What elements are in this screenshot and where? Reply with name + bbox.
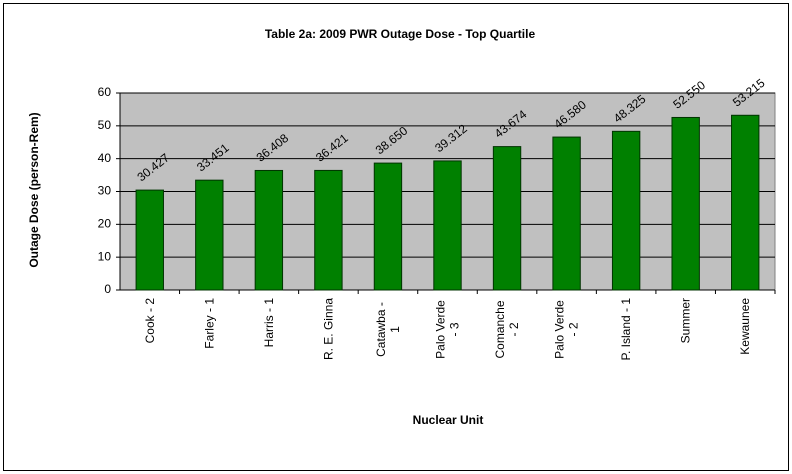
x-tick-label: Cook - 2 [142, 298, 157, 344]
x-tick-label-box: Summer [666, 298, 706, 361]
x-tick-label-group: Palo Verde - 3 [428, 298, 468, 361]
x-tick-label-group: P. Island - 1 [606, 298, 646, 361]
x-tick-label-group: R. E. Ginna [308, 298, 348, 361]
bar [611, 130, 641, 291]
x-tick-label: Palo Verde - 3 [433, 300, 462, 359]
x-tick-label: Summer [678, 298, 693, 344]
x-tick-label-wrap: Farley - 1 [189, 298, 229, 361]
x-tick-label-wrap: Kewaunee [725, 298, 765, 361]
y-tick-label: 20 [98, 217, 112, 231]
x-tick-label: Comanche - 2 [493, 300, 522, 359]
x-tick-label-box: P. Island - 1 [606, 298, 646, 361]
y-axis-title: Outage Dose (person-Rem) [27, 112, 41, 267]
x-tick-label-box: Farley - 1 [189, 298, 229, 361]
x-axis-title: Nuclear Unit [413, 413, 484, 427]
x-tick-label-group: Comanche - 2 [487, 298, 527, 361]
x-tick-label: Farley - 1 [202, 298, 217, 349]
y-tick-label: 10 [98, 249, 112, 263]
x-tick-label-wrap: R. E. Ginna [308, 298, 348, 361]
x-tick-label: Palo Verde - 2 [552, 300, 581, 359]
bar [314, 169, 343, 291]
chart-title: Table 2a: 2009 PWR Outage Dose - Top Qua… [265, 27, 536, 41]
x-tick-label-wrap: Harris - 1 [249, 298, 289, 361]
x-tick-label-wrap: Catawba - 1 [368, 298, 408, 361]
x-tick-label: Harris - 1 [261, 298, 276, 348]
x-tick-label-box: Palo Verde - 3 [428, 298, 468, 361]
bar [492, 146, 522, 291]
y-tick-label: 30 [98, 184, 112, 198]
y-tick-label: 40 [98, 151, 112, 165]
x-tick-label: Catawba - 1 [373, 302, 402, 357]
x-tick-label-group: Kewaunee [725, 298, 765, 361]
bar [433, 160, 462, 291]
bar [373, 162, 403, 291]
bar [671, 116, 700, 291]
x-tick-label-group: Harris - 1 [249, 298, 289, 361]
x-tick-label-group: Summer [666, 298, 706, 361]
x-tick-label-wrap: Cook - 2 [130, 298, 170, 361]
bar [254, 169, 284, 291]
x-tick-label-box: Kewaunee [725, 298, 765, 361]
x-tick-label: P. Island - 1 [619, 298, 634, 361]
x-tick-label-box: R. E. Ginna [308, 298, 348, 361]
y-tick-label: 60 [98, 85, 112, 99]
x-tick-label-wrap: P. Island - 1 [606, 298, 646, 361]
bar [731, 114, 760, 291]
x-tick-label-box: Comanche - 2 [487, 298, 527, 361]
x-tick-label-wrap: Palo Verde - 3 [428, 298, 468, 361]
x-tick-label-wrap: Palo Verde - 2 [547, 298, 587, 361]
bar [195, 179, 224, 291]
x-tick-label-box: Palo Verde - 2 [547, 298, 587, 361]
x-tick-label-wrap: Comanche - 2 [487, 298, 527, 361]
x-tick-label: R. E. Ginna [321, 298, 336, 361]
bar [135, 189, 164, 291]
x-tick-label: Kewaunee [738, 298, 753, 355]
bar [552, 136, 581, 291]
x-tick-label-group: Catawba - 1 [368, 298, 408, 361]
x-tick-label-group: Palo Verde - 2 [547, 298, 587, 361]
x-tick-label-wrap: Summer [666, 298, 706, 361]
x-tick-label-box: Catawba - 1 [368, 298, 408, 361]
x-tick-label-group: Farley - 1 [189, 298, 229, 361]
x-tick-label-box: Harris - 1 [249, 298, 289, 361]
x-tick-label-box: Cook - 2 [130, 298, 170, 361]
y-tick-label: 0 [104, 282, 111, 296]
x-tick-label-group: Cook - 2 [130, 298, 170, 361]
y-tick-label: 50 [98, 118, 112, 132]
